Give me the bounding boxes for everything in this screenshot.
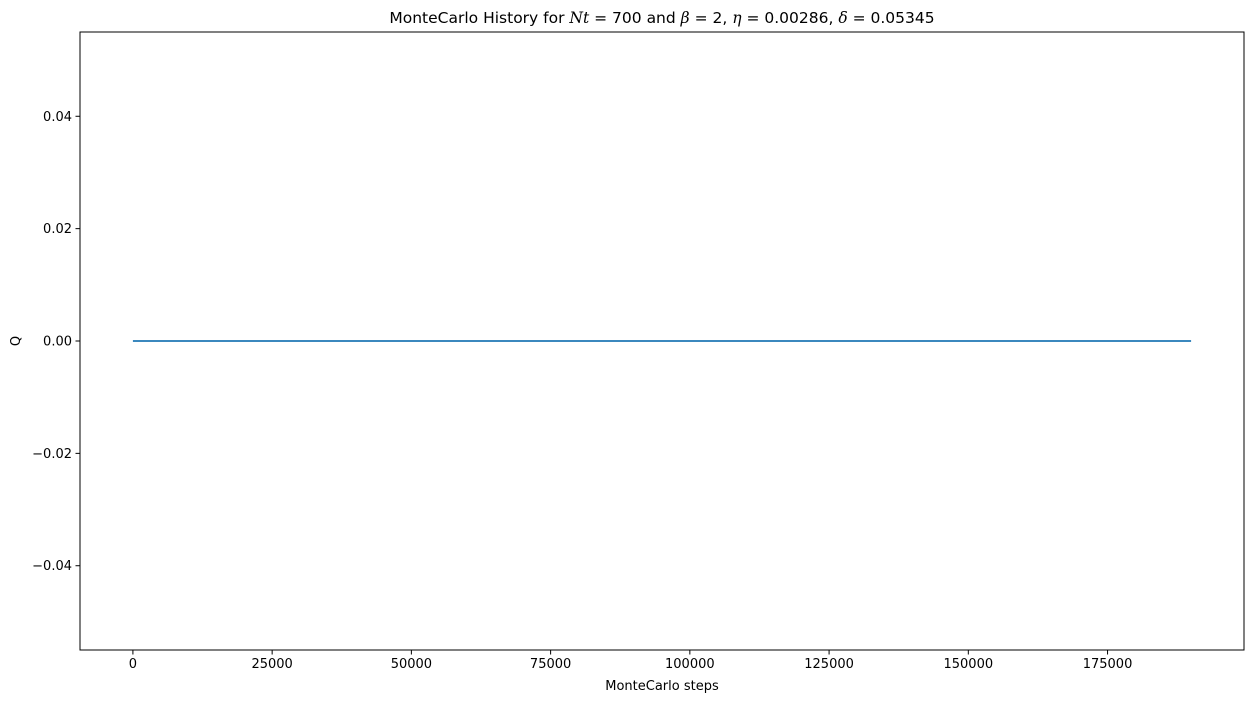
title-delta-eq: =	[848, 9, 871, 27]
title-delta-symbol: δ	[838, 9, 847, 27]
y-tick-label: 0.02	[43, 222, 72, 237]
y-tick-label: −0.02	[32, 447, 72, 462]
title-sep-2: ,	[828, 9, 838, 27]
title-beta-value: 2	[712, 9, 722, 27]
title-delta-value: 0.05345	[871, 9, 935, 27]
y-axis-label: Q	[9, 336, 24, 346]
title-beta-symbol: β	[680, 9, 690, 27]
title-nt-symbol: Nt	[568, 9, 590, 27]
title-nt-eq: =	[589, 9, 612, 27]
x-tick-label: 125000	[804, 657, 854, 672]
title-prefix: MonteCarlo History for	[389, 9, 569, 27]
y-axis-ticks: −0.04 −0.02 0.00 0.02 0.04	[32, 110, 80, 574]
title-nt-value: 700	[612, 9, 642, 27]
title-beta-eq: =	[690, 9, 713, 27]
y-tick-label: −0.04	[32, 559, 72, 574]
x-tick-label: 100000	[665, 657, 715, 672]
x-tick-label: 0	[129, 657, 137, 672]
y-tick-label: 0.00	[43, 335, 72, 350]
title-and-word: and	[647, 9, 676, 27]
title-eta-value: 0.00286	[764, 9, 828, 27]
title-sep-1: ,	[722, 9, 732, 27]
x-tick-label: 175000	[1083, 657, 1133, 672]
plot-frame	[79, 31, 1245, 651]
y-tick-label: 0.04	[43, 110, 72, 125]
x-tick-label: 50000	[391, 657, 432, 672]
x-axis-ticks: 0 25000 50000 75000 100000 125000 150000 175000	[129, 650, 1133, 672]
x-axis-label: MonteCarlo steps	[605, 679, 719, 694]
x-tick-label: 150000	[943, 657, 993, 672]
chart-title: MonteCarlo History for Nt = 700 and β = …	[389, 9, 934, 27]
x-tick-label: 25000	[251, 657, 292, 672]
title-eta-eq: =	[742, 9, 765, 27]
title-eta-symbol: η	[732, 9, 742, 27]
x-tick-label: 75000	[530, 657, 571, 672]
